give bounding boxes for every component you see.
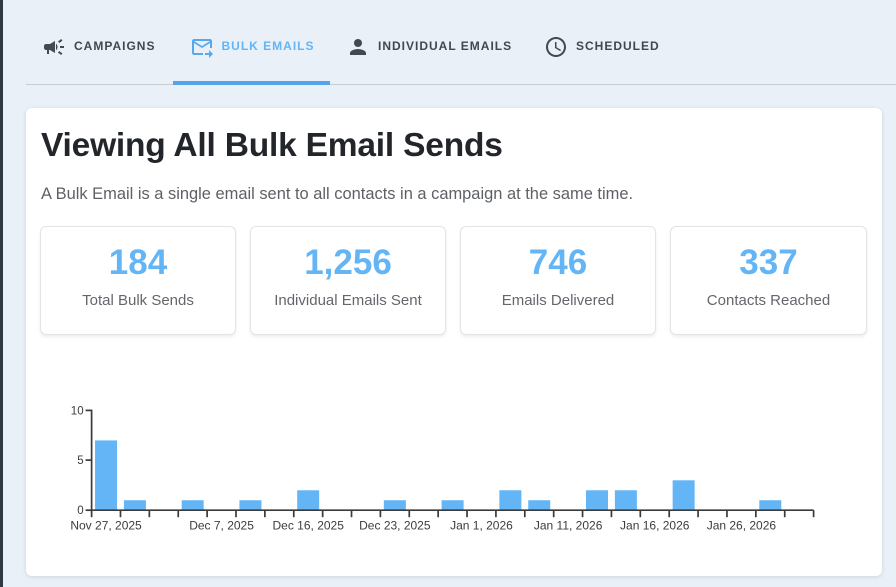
svg-text:Dec 7, 2025: Dec 7, 2025 [189,519,254,533]
svg-text:Jan 1, 2026: Jan 1, 2026 [450,519,513,533]
svg-text:5: 5 [77,455,83,467]
svg-text:Nov 27, 2025: Nov 27, 2025 [70,519,142,533]
svg-text:0: 0 [77,505,83,517]
svg-text:Dec 23, 2025: Dec 23, 2025 [359,519,431,533]
svg-text:Jan 11, 2026: Jan 11, 2026 [534,519,603,533]
svg-text:10: 10 [71,405,84,417]
svg-text:Dec 16, 2025: Dec 16, 2025 [273,519,345,533]
svg-text:Jan 16, 2026: Jan 16, 2026 [620,519,690,533]
svg-text:Jan 26, 2026: Jan 26, 2026 [707,519,777,533]
